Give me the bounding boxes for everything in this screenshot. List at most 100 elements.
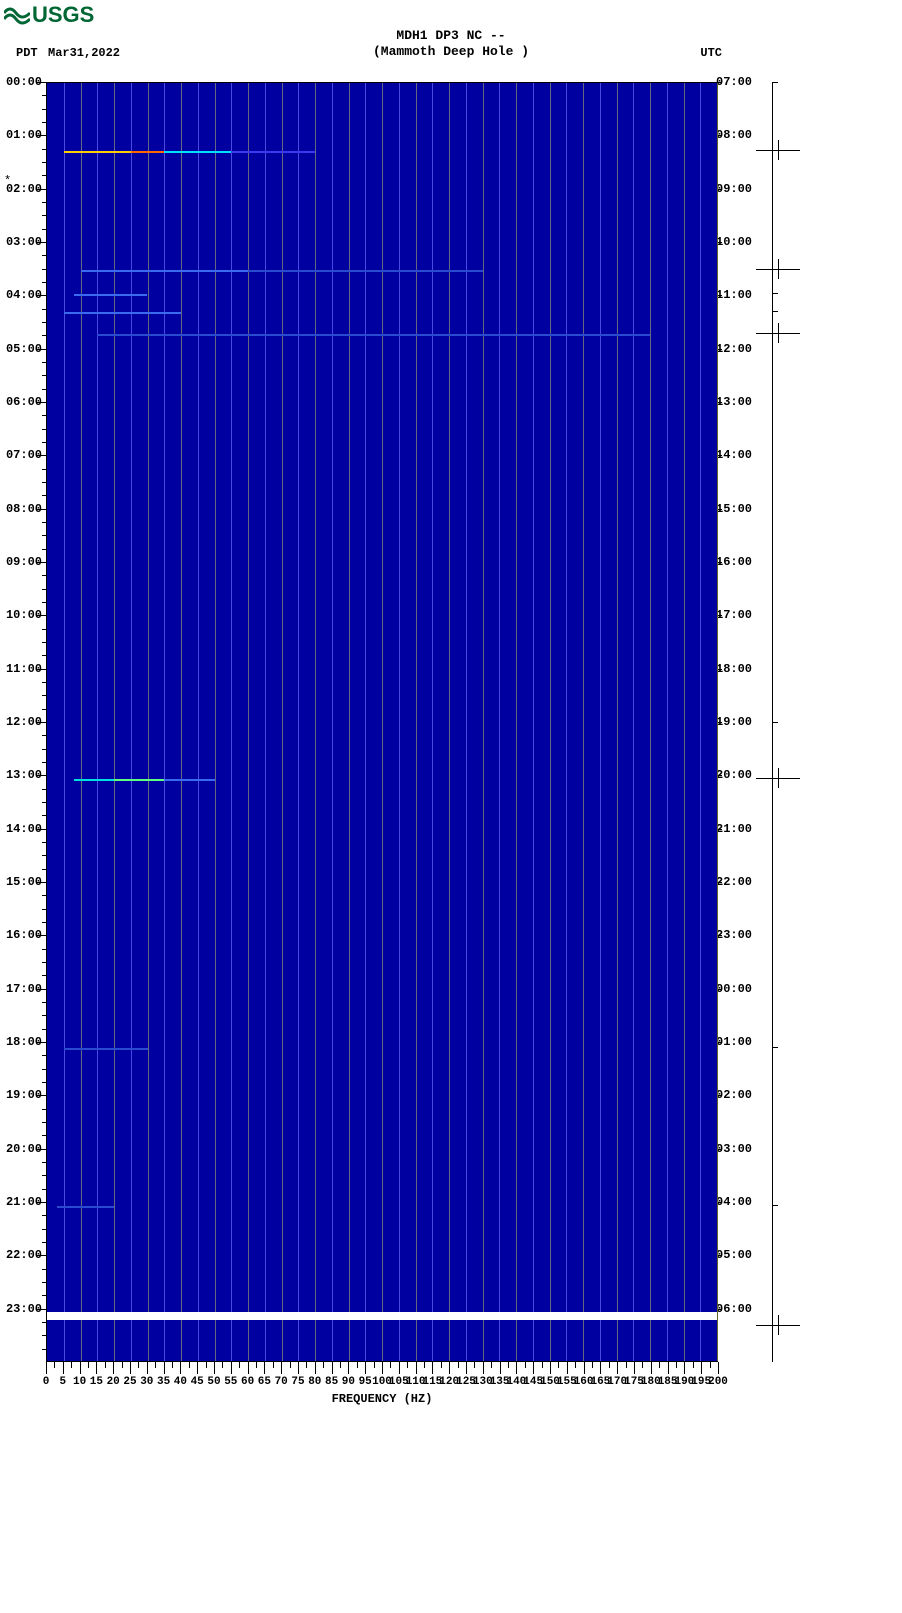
x-tick-minor <box>54 1362 55 1368</box>
amplitude-cross <box>756 333 800 334</box>
event-segment <box>164 779 214 781</box>
freq-gridline <box>81 83 82 1361</box>
x-tick <box>63 1362 64 1374</box>
x-tick-label: 0 <box>43 1376 50 1388</box>
seismic-event <box>47 270 717 272</box>
wave-icon <box>4 5 30 25</box>
y-right-hour-label: 18:00 <box>716 662 752 676</box>
x-tick-minor <box>239 1362 240 1368</box>
y-left-hour-label: 10:00 <box>6 608 42 622</box>
x-tick-minor <box>138 1362 139 1368</box>
y-left-hour-label: 21:00 <box>6 1195 42 1209</box>
tz-right-label: UTC <box>700 46 722 60</box>
amplitude-cross <box>756 778 800 779</box>
x-tick-minor <box>474 1362 475 1368</box>
footer-mark: * <box>4 174 11 188</box>
x-tick-minor <box>542 1362 543 1368</box>
y-right-hour-label: 01:00 <box>716 1035 752 1049</box>
y-right-hour-label: 21:00 <box>716 822 752 836</box>
x-tick-minor <box>458 1362 459 1368</box>
x-tick <box>701 1362 702 1374</box>
amplitude-cross <box>756 150 800 151</box>
x-tick <box>584 1362 585 1374</box>
freq-gridline <box>566 83 567 1361</box>
amplitude-tick <box>772 82 778 83</box>
freq-gridline <box>282 83 283 1361</box>
seismic-event <box>47 334 717 336</box>
x-tick-label: 45 <box>191 1376 204 1388</box>
y-right-hour-label: 15:00 <box>716 502 752 516</box>
event-segment <box>64 312 181 314</box>
x-axis: FREQUENCY (HZ) 0510152025303540455055606… <box>46 1362 718 1414</box>
x-tick <box>516 1362 517 1374</box>
title-line2: (Mammoth Deep Hole ) <box>0 44 902 60</box>
freq-gridline <box>198 83 199 1361</box>
freq-gridline <box>265 83 266 1361</box>
x-tick-minor <box>491 1362 492 1368</box>
x-tick-label: 95 <box>359 1376 372 1388</box>
y-right-hour-label: 12:00 <box>716 342 752 356</box>
y-right-hour-label: 10:00 <box>716 235 752 249</box>
x-tick-label: 25 <box>123 1376 136 1388</box>
y-right-hour-label: 19:00 <box>716 715 752 729</box>
y-left-hour-label: 23:00 <box>6 1302 42 1316</box>
x-tick-minor <box>340 1362 341 1368</box>
freq-gridline <box>215 83 216 1361</box>
freq-gridline <box>97 83 98 1361</box>
freq-gridline <box>667 83 668 1361</box>
y-left-hour-label: 05:00 <box>6 342 42 356</box>
seismic-event <box>47 312 717 314</box>
x-tick-minor <box>659 1362 660 1368</box>
freq-gridline <box>416 83 417 1361</box>
x-tick-label: 40 <box>174 1376 187 1388</box>
freq-gridline <box>633 83 634 1361</box>
x-tick-minor <box>407 1362 408 1368</box>
x-tick <box>432 1362 433 1374</box>
x-tick <box>651 1362 652 1374</box>
freq-gridline <box>600 83 601 1361</box>
y-right-hour-label: 07:00 <box>716 75 752 89</box>
freq-gridline <box>131 83 132 1361</box>
freq-gridline <box>516 83 517 1361</box>
event-segment <box>81 270 249 272</box>
x-tick <box>399 1362 400 1374</box>
y-left-hour-label: 16:00 <box>6 928 42 942</box>
x-tick <box>332 1362 333 1374</box>
page-root: USGS MDH1 DP3 NC -- (Mammoth Deep Hole )… <box>0 0 902 28</box>
freq-gridline <box>349 83 350 1361</box>
x-tick <box>231 1362 232 1374</box>
y-left-hour-label: 02:00 <box>6 182 42 196</box>
x-tick-minor <box>508 1362 509 1368</box>
x-tick-minor <box>710 1362 711 1368</box>
y-left-hour-label: 09:00 <box>6 555 42 569</box>
y-right-hour-label: 22:00 <box>716 875 752 889</box>
x-tick <box>180 1362 181 1374</box>
freq-gridline <box>700 83 701 1361</box>
x-tick <box>264 1362 265 1374</box>
x-tick-minor <box>441 1362 442 1368</box>
amplitude-tick <box>772 1047 778 1048</box>
freq-gridline <box>499 83 500 1361</box>
freq-gridline <box>365 83 366 1361</box>
spectrogram-fill <box>46 82 718 1362</box>
event-segment <box>131 151 165 153</box>
freq-gridline <box>298 83 299 1361</box>
y-left-hour-label: 13:00 <box>6 768 42 782</box>
x-tick-minor <box>575 1362 576 1368</box>
x-tick-minor <box>71 1362 72 1368</box>
event-segment <box>97 334 650 336</box>
y-left-hour-label: 18:00 <box>6 1035 42 1049</box>
y-left-hour-label: 17:00 <box>6 982 42 996</box>
freq-gridline <box>432 83 433 1361</box>
amplitude-tick <box>772 1205 778 1206</box>
y-right-hour-label: 06:00 <box>716 1302 752 1316</box>
y-left-hour-label: 04:00 <box>6 288 42 302</box>
amplitude-tick <box>772 722 778 723</box>
title-line1: MDH1 DP3 NC -- <box>0 28 902 44</box>
event-segment <box>74 779 114 781</box>
x-tick <box>483 1362 484 1374</box>
freq-gridline <box>315 83 316 1361</box>
freq-gridline <box>550 83 551 1361</box>
header-row: USGS <box>0 0 902 28</box>
x-tick-minor <box>306 1362 307 1368</box>
